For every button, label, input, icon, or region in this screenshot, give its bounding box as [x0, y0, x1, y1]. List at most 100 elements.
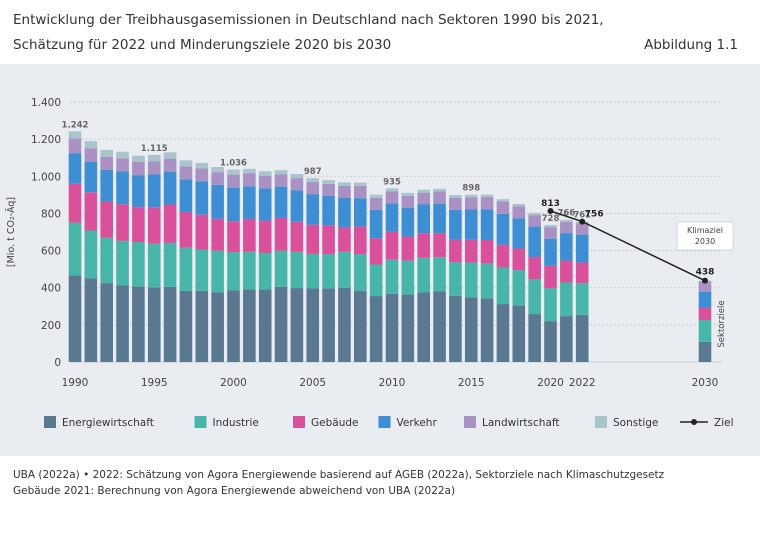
y-axis-title: [Mio. t CO₂-Äq] [6, 197, 17, 267]
bar-segment [401, 294, 415, 362]
y-tick-label: 600 [41, 246, 61, 258]
total-label: 935 [383, 177, 401, 187]
bar-segment [512, 270, 526, 306]
bar-segment [449, 197, 462, 210]
y-tick-label: 1.200 [31, 134, 61, 146]
bar-segment [258, 252, 272, 290]
bar-segment [698, 281, 712, 292]
bar-segment [290, 251, 304, 289]
bar-segment [116, 285, 129, 362]
legend-label: Gebäude [311, 417, 358, 429]
stacked-bar-chart: 0 200 400 600 800 1.000 1.200 1.400 [Mio. t CO₂-… [6, 97, 734, 429]
x-tick-label: 2005 [299, 377, 326, 389]
bar-segment [480, 194, 494, 198]
bar-segment [480, 239, 494, 264]
bar-segment [544, 288, 557, 322]
bar-segment [211, 172, 224, 185]
bar-segment [528, 257, 541, 280]
bar-segment [385, 259, 399, 294]
bar-segment [195, 249, 209, 291]
bar-segment [195, 168, 209, 182]
bar-segment [306, 194, 320, 225]
bar-segment [195, 290, 209, 362]
bar-segment [243, 173, 256, 187]
bar-segment [449, 239, 462, 263]
bar-segment [100, 283, 113, 362]
bar-segment [243, 289, 256, 362]
bar-segment [496, 267, 510, 305]
legend-swatch [378, 416, 391, 428]
bar-segment [575, 223, 589, 235]
target-label: 813 [541, 199, 560, 209]
legend-swatch [194, 416, 207, 428]
x-tick-label: 2020 [537, 377, 564, 389]
bar-segment [290, 288, 304, 362]
bar-segment [480, 209, 494, 240]
x-tick-label: 2030 [692, 377, 719, 389]
bar-segment [385, 191, 399, 204]
sektorziele-label: Sektorziele [717, 300, 727, 347]
bar-segment [354, 226, 367, 255]
bar-segment [560, 316, 573, 362]
bar-segment [401, 207, 415, 237]
bar-segment [354, 185, 367, 199]
bar-segment [354, 198, 367, 227]
bar-segment [433, 233, 446, 258]
bar-segment [560, 221, 573, 234]
total-label: 987 [304, 167, 322, 177]
bar-segment [385, 231, 399, 260]
bar-segment [464, 297, 478, 362]
bar-segment [227, 221, 240, 253]
bar-segment [227, 187, 240, 222]
bar-segment [163, 286, 177, 362]
x-tick-label: 2022 [569, 377, 596, 389]
bar-segment [369, 296, 383, 362]
total-label: 1.115 [141, 144, 168, 154]
x-tick-label: 1990 [62, 377, 89, 389]
bar-segment [274, 170, 288, 175]
chart-title-line-1: Entwicklung der Treibhausgasemissionen i… [13, 12, 604, 28]
bar-segment [274, 250, 288, 287]
bar-segment [84, 230, 98, 279]
bar-segment [227, 174, 240, 188]
bar-segment [68, 183, 82, 223]
bar-segment [84, 161, 98, 193]
x-tick-label: 1995 [141, 377, 168, 389]
bar-segment [100, 201, 113, 238]
bar-segment [274, 217, 288, 251]
klimaziel-box [676, 221, 734, 251]
target-point [579, 218, 586, 225]
bar-segment [544, 227, 557, 239]
bar-segment [243, 219, 256, 252]
bar-segment [116, 158, 129, 172]
bar-segment [544, 224, 557, 228]
bar-segment [322, 254, 335, 289]
bar-segment [338, 227, 351, 252]
bar-segment [227, 169, 240, 175]
total-label: 1.242 [62, 120, 89, 130]
y-tick-label: 400 [41, 283, 61, 295]
bar-segment [290, 178, 304, 191]
bar-segment [496, 244, 510, 268]
bar-segment [290, 221, 304, 252]
bar-segment [528, 226, 541, 258]
bar-segment [306, 178, 320, 183]
target-point [702, 277, 708, 284]
bar-segment [243, 168, 256, 174]
bar-segment [100, 156, 113, 170]
bar-segment [258, 188, 272, 221]
y-tick-label: 1.400 [31, 97, 61, 109]
total-label: 766 [557, 209, 575, 219]
bar-segment [575, 262, 589, 284]
legend-target-point [691, 419, 697, 425]
bar-segment [68, 153, 82, 184]
bar-segment [132, 286, 145, 362]
bar-segment [211, 292, 224, 362]
bar-segment [369, 197, 383, 210]
chart-panel: 0 200 400 600 800 1.000 1.200 1.400 [Mio. t CO₂-… [0, 64, 760, 456]
bar-segment [147, 243, 161, 288]
bar-segment [179, 166, 193, 180]
bar-segment [163, 171, 177, 205]
bar-segment [354, 291, 367, 362]
bar-segment [338, 287, 351, 362]
